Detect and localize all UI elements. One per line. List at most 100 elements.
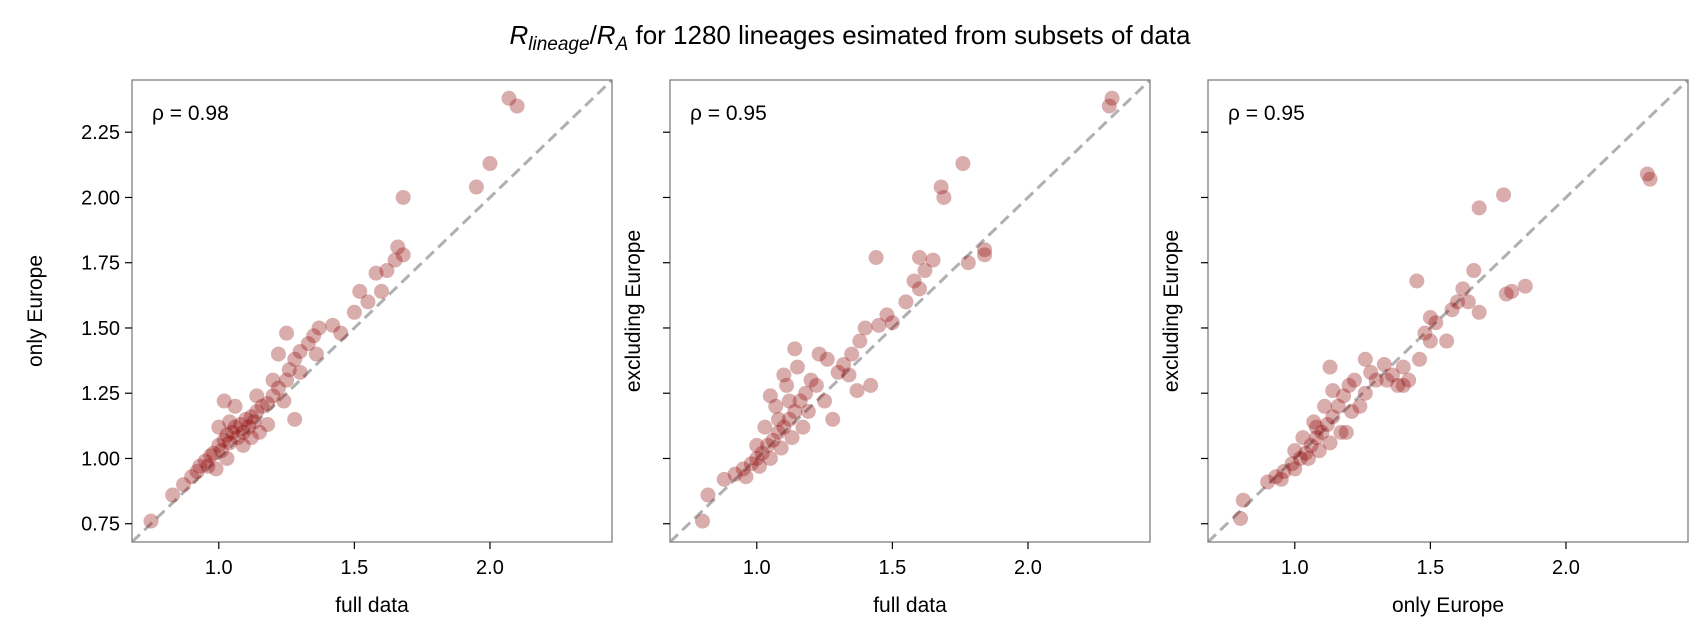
data-point: [925, 252, 941, 268]
data-point: [857, 320, 873, 336]
title-r-a: R: [597, 20, 616, 50]
data-point: [1336, 388, 1352, 404]
data-point: [1303, 437, 1319, 453]
data-point: [200, 458, 216, 474]
data-point: [760, 437, 776, 453]
data-point: [868, 249, 884, 265]
data-point: [776, 419, 792, 435]
data-point: [1276, 464, 1292, 480]
data-point: [977, 247, 993, 263]
data-point: [143, 513, 159, 529]
data-point: [1273, 471, 1289, 487]
data-point: [836, 357, 852, 373]
data-point: [216, 432, 232, 448]
data-point: [219, 450, 235, 466]
data-point: [1104, 90, 1120, 106]
data-point: [1344, 403, 1360, 419]
data-point: [1496, 187, 1512, 203]
data-point: [955, 156, 971, 172]
data-point: [789, 359, 805, 375]
data-point: [222, 435, 238, 451]
data-point: [787, 341, 803, 357]
data-point: [189, 464, 205, 480]
data-point: [933, 179, 949, 195]
scatter-panel-1: 1.0 1.5 2.0 0.75 1.00 1.25 1.50 1.75 2.00 2.25 ful…: [24, 79, 613, 617]
data-point: [1390, 377, 1406, 393]
identity-line: [1208, 80, 1688, 542]
data-point: [395, 247, 411, 263]
data-point: [792, 393, 808, 409]
data-point: [795, 419, 811, 435]
data-point: [279, 372, 295, 388]
data-point: [246, 414, 262, 430]
y-axis-label: only Europe: [24, 255, 47, 367]
data-point: [306, 328, 322, 344]
data-point: [1260, 474, 1276, 490]
x-tick-label: 1.5: [340, 557, 368, 579]
data-point: [879, 307, 895, 323]
data-point: [1363, 364, 1379, 380]
title-slash: /: [590, 20, 598, 50]
data-point: [803, 372, 819, 388]
data-point: [211, 419, 227, 435]
scatter-panel-2: 1.0 1.5 2.0 full data excluding Europe ρ = 0.…: [622, 79, 1151, 617]
data-point: [1379, 372, 1395, 388]
scatter-panel-3: 1.0 1.5 2.0 only Europe excluding Europe ρ = …: [1160, 79, 1689, 617]
figure-title: Rlineage/RA for 1280 lineages esimated f…: [510, 20, 1192, 55]
data-point: [184, 469, 200, 485]
data-point: [1233, 511, 1249, 527]
data-point: [192, 458, 208, 474]
data-point: [281, 362, 297, 378]
data-point: [235, 437, 251, 453]
data-point: [781, 393, 797, 409]
y-tick-label: 2.25: [81, 122, 120, 144]
data-point: [276, 393, 292, 409]
correlation-annotation: ρ = 0.95: [690, 102, 767, 125]
data-point: [743, 456, 759, 472]
data-point: [749, 437, 765, 453]
data-point: [165, 487, 181, 503]
data-point: [468, 179, 484, 195]
data-point: [227, 419, 243, 435]
x-axis-label: full data: [873, 594, 947, 617]
data-point: [1319, 417, 1335, 433]
data-point: [395, 189, 411, 205]
data-point: [1308, 430, 1324, 446]
data-point: [197, 453, 213, 469]
data-point: [1422, 333, 1438, 349]
data-point: [1466, 263, 1482, 279]
data-point: [279, 325, 295, 341]
data-point: [884, 315, 900, 331]
title-sub-a: A: [615, 34, 629, 55]
data-point: [841, 367, 857, 383]
data-point: [1306, 414, 1322, 430]
data-point: [936, 189, 952, 205]
data-point: [1325, 409, 1341, 425]
data-point: [808, 377, 824, 393]
data-point: [817, 393, 833, 409]
data-point: [230, 430, 246, 446]
data-point: [849, 383, 865, 399]
data-point: [1417, 325, 1433, 341]
data-point: [1308, 419, 1324, 435]
data-point: [779, 377, 795, 393]
data-point: [311, 320, 327, 336]
data-point: [501, 90, 517, 106]
data-point: [898, 294, 914, 310]
data-point: [749, 450, 765, 466]
data-point: [1455, 281, 1471, 297]
data-point: [1322, 435, 1338, 451]
data-point: [1357, 351, 1373, 367]
data-point: [1287, 461, 1303, 477]
title-sub-lineage: lineage: [528, 34, 589, 55]
data-point: [819, 351, 835, 367]
data-point: [216, 393, 232, 409]
data-point: [346, 304, 362, 320]
data-point: [287, 411, 303, 427]
data-point: [368, 265, 384, 281]
data-point: [1284, 456, 1300, 472]
x-axis-label: only Europe: [1392, 594, 1504, 617]
plot-frame: [1207, 79, 1689, 543]
title-rest: for 1280 lineages esimated from subsets …: [628, 20, 1191, 50]
